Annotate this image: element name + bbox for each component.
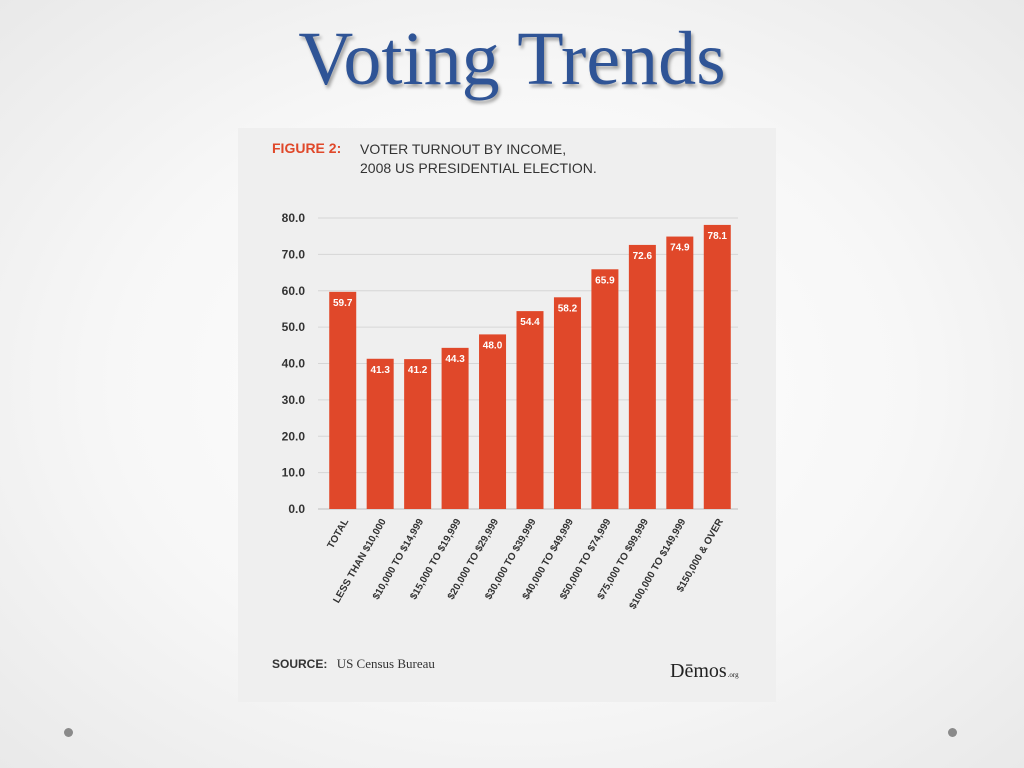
bar (591, 269, 619, 509)
bar-value-label: 74.9 (670, 243, 690, 254)
bar (516, 311, 544, 509)
bar (441, 347, 469, 509)
bar-value-label: 54.4 (520, 317, 540, 328)
bar-value-label: 41.3 (370, 365, 390, 376)
bar (366, 358, 394, 509)
y-tick-label: 30.0 (282, 393, 306, 407)
bar (479, 334, 507, 509)
y-tick-label: 40.0 (282, 357, 306, 371)
bar-value-label: 58.2 (558, 303, 578, 314)
bar-value-label: 48.0 (483, 340, 503, 351)
y-tick-label: 70.0 (282, 247, 306, 261)
y-tick-label: 80.0 (282, 211, 306, 225)
y-tick-label: 10.0 (282, 466, 306, 480)
figure-title-line1: VOTER TURNOUT BY INCOME, (360, 141, 567, 157)
bar (553, 297, 581, 509)
logo-suffix: .org (727, 671, 739, 679)
y-tick-label: 20.0 (282, 429, 306, 443)
y-tick-label: 60.0 (282, 284, 306, 298)
source-value: US Census Bureau (336, 656, 435, 671)
bar-value-label: 41.2 (408, 365, 428, 376)
bar-value-label: 44.3 (445, 354, 465, 365)
figure-card: FIGURE 2: VOTER TURNOUT BY INCOME, 2008 … (238, 128, 776, 702)
bar (666, 236, 694, 509)
x-category-label: TOTAL (326, 517, 352, 551)
source-note: SOURCE: US Census Bureau (272, 656, 435, 672)
slide-title: Voting Trends (298, 17, 726, 101)
bar-value-label: 72.6 (633, 251, 653, 262)
figure-title-line2: 2008 US PRESIDENTIAL ELECTION. (360, 160, 597, 176)
logo-text: Dēmos (670, 660, 727, 682)
y-tick-label: 0.0 (288, 502, 305, 516)
figure-title: VOTER TURNOUT BY INCOME, 2008 US PRESIDE… (360, 140, 597, 178)
nav-dot-left (64, 728, 73, 737)
bar-chart: 0.0 10.0 20.0 30.0 40.0 50.0 60.0 70.0 80.0 59.7 T… (282, 211, 738, 611)
source-label: SOURCE: (272, 657, 328, 671)
bar (703, 224, 731, 509)
bar-value-label: 78.1 (708, 231, 728, 242)
demos-logo: Dēmos.org (670, 660, 739, 683)
y-tick-label: 50.0 (282, 320, 306, 334)
bar-value-label: 65.9 (595, 275, 615, 286)
bar (628, 244, 656, 509)
bar-value-label: 59.7 (333, 298, 353, 309)
nav-dot-right (948, 728, 957, 737)
bar (329, 291, 357, 509)
bar (404, 359, 432, 509)
figure-label: FIGURE 2: (272, 140, 342, 156)
